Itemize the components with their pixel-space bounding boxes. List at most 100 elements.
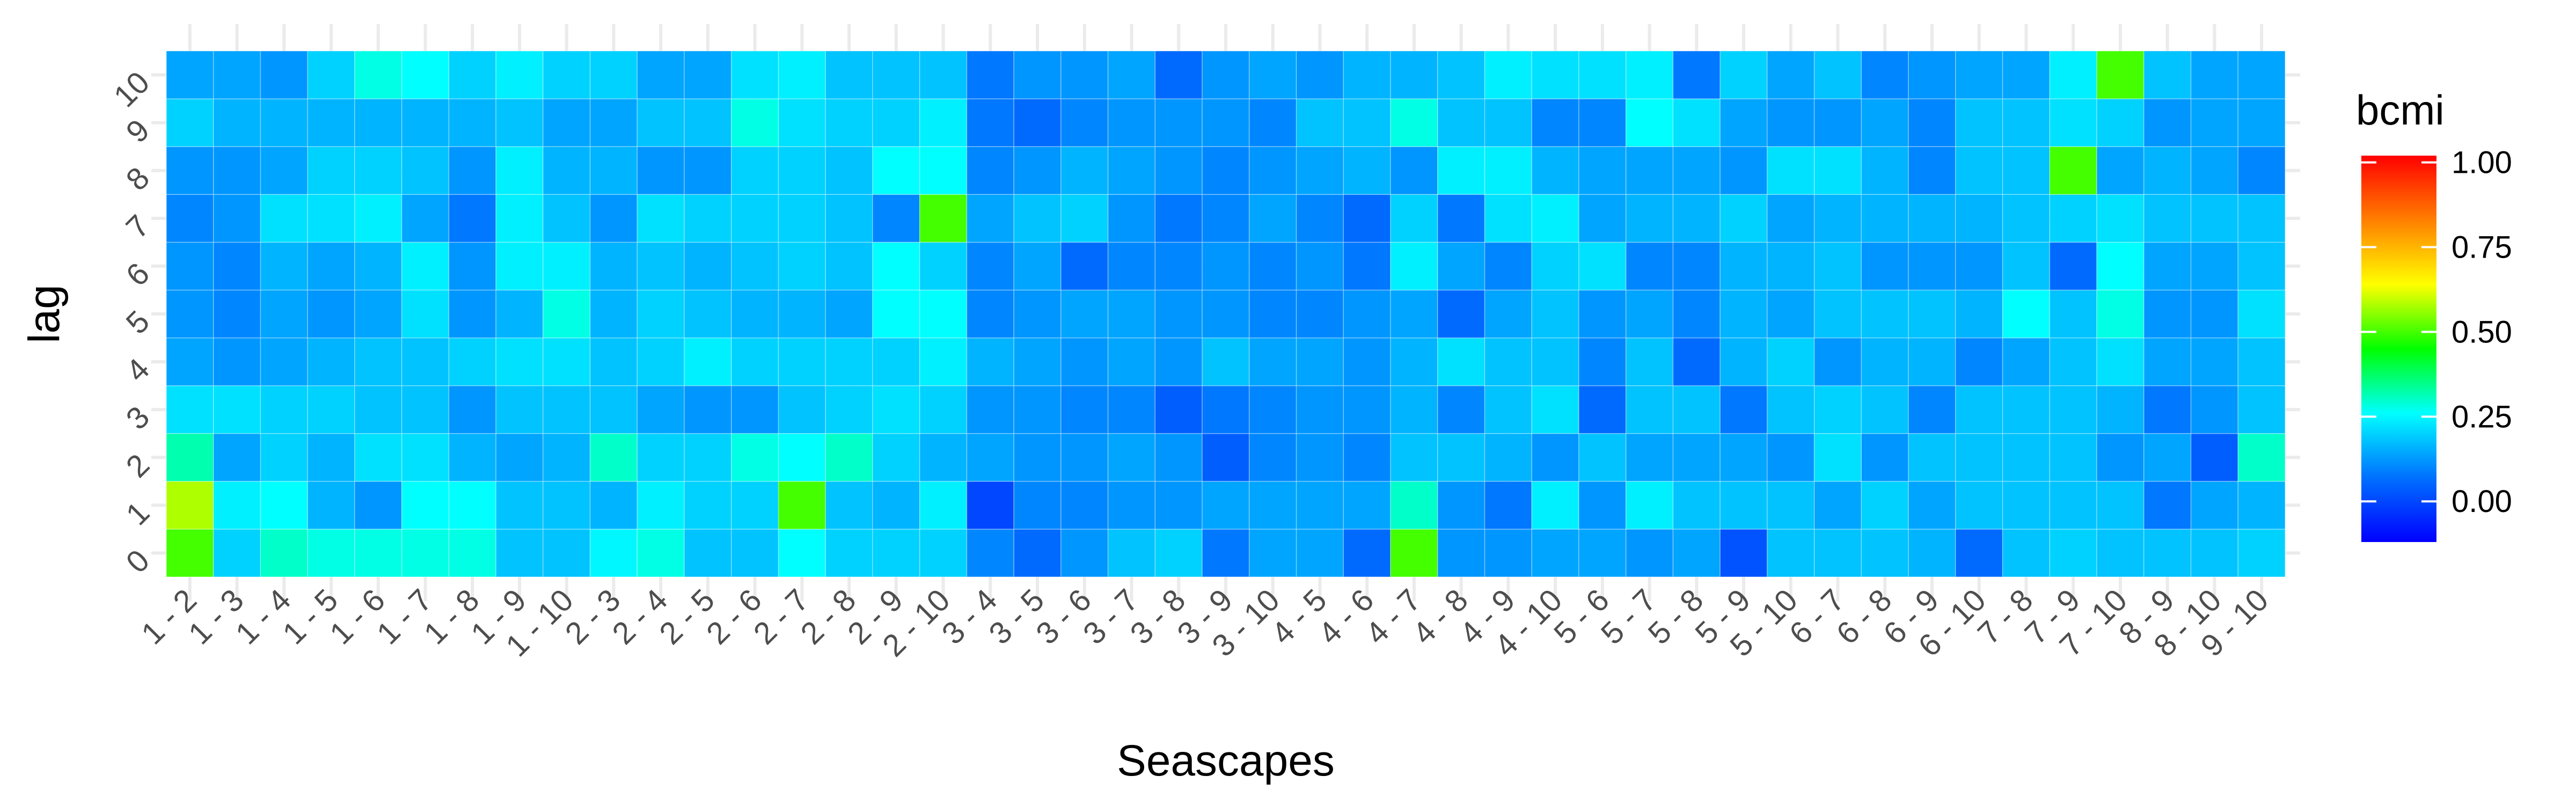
heatmap-cell: 1 - 2, lag 1: 0.58 xyxy=(166,481,214,530)
heatmap-cell: 6 - 8, lag 8: 0.16 xyxy=(1861,146,1909,195)
heatmap-cell: 3 - 8, lag 6: 0.1 xyxy=(1154,241,1203,291)
heatmap-cell: 2 - 4, lag 4: 0.2 xyxy=(636,337,685,386)
heatmap-cell: 1 - 7, lag 7: 0.14 xyxy=(401,194,450,243)
heatmap-cell: 3 - 7, lag 2: 0.14 xyxy=(1107,433,1156,482)
heatmap-cell: 3 - 9, lag 6: 0.12 xyxy=(1202,241,1250,291)
heatmap-cell: 1 - 5, lag 7: 0.22 xyxy=(307,194,355,243)
heatmap-cell: 1 - 6, lag 7: 0.24 xyxy=(354,194,402,243)
heatmap-cell: 3 - 10, lag 8: 0.12 xyxy=(1249,146,1297,195)
heatmap-cell: 2 - 10, lag 10: 0.18 xyxy=(919,50,968,99)
heatmap-cell: 5 - 8, lag 4: 0.06 xyxy=(1672,337,1721,386)
y-tick-label: 6 xyxy=(119,256,156,293)
heatmap-cell: 3 - 6, lag 3: 0.1 xyxy=(1060,385,1109,434)
heatmap-cell: 1 - 4, lag 6: 0.16 xyxy=(260,241,308,291)
heatmap-cell: 3 - 4, lag 2: 0.14 xyxy=(966,433,1014,482)
heatmap-cell: 1 - 3, lag 0: 0.2 xyxy=(213,529,261,577)
heatmap-cell: 3 - 4, lag 3: 0.12 xyxy=(966,385,1014,434)
heatmap-cell: 3 - 5, lag 7: 0.18 xyxy=(1013,194,1062,243)
heatmap-cell: 6 - 8, lag 3: 0.18 xyxy=(1861,385,1909,434)
legend-tick-label: 0.50 xyxy=(2451,314,2512,349)
heatmap-cell: 4 - 8, lag 4: 0.22 xyxy=(1437,337,1485,386)
heatmap-cell: 6 - 7, lag 5: 0.18 xyxy=(1813,289,1862,339)
heatmap-cell: 1 - 8, lag 9: 0.16 xyxy=(448,98,496,147)
heatmap-cell: 2 - 6, lag 0: 0.18 xyxy=(731,529,779,577)
heatmap-cell: 6 - 9, lag 2: 0.18 xyxy=(1908,433,1956,482)
heatmap-cell: 7 - 10, lag 6: 0.26 xyxy=(2096,241,2145,291)
heatmap-cell: 2 - 4, lag 1: 0.24 xyxy=(636,481,685,530)
heatmap-cell: 7 - 10, lag 10: 0.5 xyxy=(2096,50,2145,99)
heatmap-cell: 1 - 7, lag 1: 0.26 xyxy=(401,481,450,530)
heatmap-cell: 3 - 4, lag 10: 0.08 xyxy=(966,50,1014,99)
heatmap-cell: 1 - 8, lag 7: 0.08 xyxy=(448,194,496,243)
heatmap-cell: 1 - 7, lag 6: 0.24 xyxy=(401,241,450,291)
heatmap-cell: 2 - 5, lag 8: 0.12 xyxy=(684,146,732,195)
heatmap-cell: 6 - 7, lag 0: 0.18 xyxy=(1813,529,1862,577)
heatmap-cell: 7 - 8, lag 5: 0.26 xyxy=(2002,289,2051,339)
heatmap-cell: 1 - 4, lag 10: 0.12 xyxy=(260,50,308,99)
heatmap-cell: 1 - 9, lag 8: 0.24 xyxy=(495,146,544,195)
heatmap-cell: 1 - 2, lag 2: 0.32 xyxy=(166,433,214,482)
heatmap-cell: 1 - 6, lag 8: 0.2 xyxy=(354,146,402,195)
heatmap-cell: 5 - 9, lag 6: 0.16 xyxy=(1719,241,1768,291)
heatmap-cell: 3 - 7, lag 6: 0.1 xyxy=(1107,241,1156,291)
heatmap-cell: 2 - 9, lag 8: 0.26 xyxy=(872,146,920,195)
heatmap-cell: 1 - 5, lag 6: 0.14 xyxy=(307,241,355,291)
heatmap-cell: 5 - 6, lag 7: 0.14 xyxy=(1578,194,1627,243)
heatmap-cell: 6 - 8, lag 10: 0.1 xyxy=(1861,50,1909,99)
heatmap-cell: 2 - 4, lag 9: 0.18 xyxy=(636,98,685,147)
heatmap-cell: 6 - 10, lag 10: 0.14 xyxy=(1955,50,2003,99)
heatmap-cell: 9 - 10, lag 8: 0.1 xyxy=(2237,146,2286,195)
heatmap-cell: 7 - 9, lag 9: 0.22 xyxy=(2049,98,2097,147)
heatmap-cell: 6 - 8, lag 4: 0.16 xyxy=(1861,337,1909,386)
heatmap-cell: 9 - 10, lag 6: 0.18 xyxy=(2237,241,2286,291)
heatmap-cell: 6 - 10, lag 8: 0.18 xyxy=(1955,146,2003,195)
heatmap-cell: 3 - 7, lag 7: 0.12 xyxy=(1107,194,1156,243)
heatmap-cell: 1 - 5, lag 9: 0.16 xyxy=(307,98,355,147)
heatmap-cell: 4 - 5, lag 0: 0.14 xyxy=(1296,529,1344,577)
y-tick-label: 7 xyxy=(119,208,156,245)
heatmap-cell: 6 - 8, lag 2: 0.12 xyxy=(1861,433,1909,482)
heatmap-cell: 2 - 10, lag 6: 0.2 xyxy=(919,241,968,291)
heatmap-cell: 4 - 5, lag 1: 0.14 xyxy=(1296,481,1344,530)
heatmap-cell: 5 - 7, lag 10: 0.24 xyxy=(1625,50,1674,99)
heatmap-cell: 3 - 9, lag 9: 0.12 xyxy=(1202,98,1250,147)
y-axis-title: lag xyxy=(20,284,69,343)
heatmap-cell: 2 - 6, lag 7: 0.2 xyxy=(731,194,779,243)
heatmap-cell: 5 - 6, lag 3: 0.06 xyxy=(1578,385,1627,434)
heatmap-cell: 3 - 7, lag 5: 0.14 xyxy=(1107,289,1156,339)
heatmap-cell: 7 - 9, lag 4: 0.18 xyxy=(2049,337,2097,386)
heatmap-cell: 6 - 9, lag 6: 0.12 xyxy=(1908,241,1956,291)
heatmap-cell: 3 - 6, lag 7: 0.2 xyxy=(1060,194,1109,243)
heatmap-cell: 1 - 5, lag 2: 0.16 xyxy=(307,433,355,482)
heatmap-cell: 1 - 10, lag 9: 0.14 xyxy=(543,98,591,147)
heatmap-cell: 2 - 8, lag 10: 0.18 xyxy=(825,50,873,99)
legend-tick-label: 0.75 xyxy=(2451,230,2512,265)
heatmap-cell: 7 - 9, lag 7: 0.2 xyxy=(2049,194,2097,243)
heatmap-cell: 5 - 7, lag 0: 0.12 xyxy=(1625,529,1674,577)
heatmap-cell: 2 - 5, lag 2: 0.2 xyxy=(684,433,732,482)
heatmap-cell: 6 - 9, lag 9: 0.1 xyxy=(1908,98,1956,147)
heatmap-cell: 5 - 6, lag 8: 0.14 xyxy=(1578,146,1627,195)
heatmap-cell: 2 - 4, lag 7: 0.22 xyxy=(636,194,685,243)
heatmap-cell: 5 - 8, lag 3: 0.18 xyxy=(1672,385,1721,434)
heatmap-cell: 6 - 8, lag 0: 0.18 xyxy=(1861,529,1909,577)
heatmap-cell: 7 - 10, lag 4: 0.22 xyxy=(2096,337,2145,386)
heatmap-cell: 5 - 10, lag 3: 0.18 xyxy=(1767,385,1815,434)
heatmap-cell: 3 - 6, lag 10: 0.12 xyxy=(1060,50,1109,99)
heatmap-cell: 1 - 4, lag 8: 0.14 xyxy=(260,146,308,195)
heatmap-cell: 3 - 8, lag 10: 0.06 xyxy=(1154,50,1203,99)
heatmap-cell: 8 - 10, lag 10: 0.14 xyxy=(2190,50,2239,99)
heatmap-cell: 2 - 6, lag 8: 0.2 xyxy=(731,146,779,195)
heatmap-cell: 1 - 9, lag 1: 0.18 xyxy=(495,481,544,530)
heatmap-cell: 9 - 10, lag 1: 0.16 xyxy=(2237,481,2286,530)
color-legend: bcmi 0.00 0.25 0.50 0.75 1.00 xyxy=(2356,86,2512,542)
heatmap-cell: 5 - 8, lag 1: 0.18 xyxy=(1672,481,1721,530)
heatmap-cell: 2 - 5, lag 9: 0.18 xyxy=(684,98,732,147)
heatmap-cell: 3 - 5, lag 6: 0.14 xyxy=(1013,241,1062,291)
heatmap-cell: 1 - 2, lag 10: 0.14 xyxy=(166,50,214,99)
heatmap-cell: 4 - 6, lag 0: 0.06 xyxy=(1343,529,1391,577)
heatmap-cell: 7 - 8, lag 6: 0.18 xyxy=(2002,241,2051,291)
heatmap-cell: 4 - 7, lag 8: 0.12 xyxy=(1390,146,1438,195)
heatmap-cell: 6 - 8, lag 5: 0.18 xyxy=(1861,289,1909,339)
heatmap-cell: 1 - 6, lag 9: 0.16 xyxy=(354,98,402,147)
